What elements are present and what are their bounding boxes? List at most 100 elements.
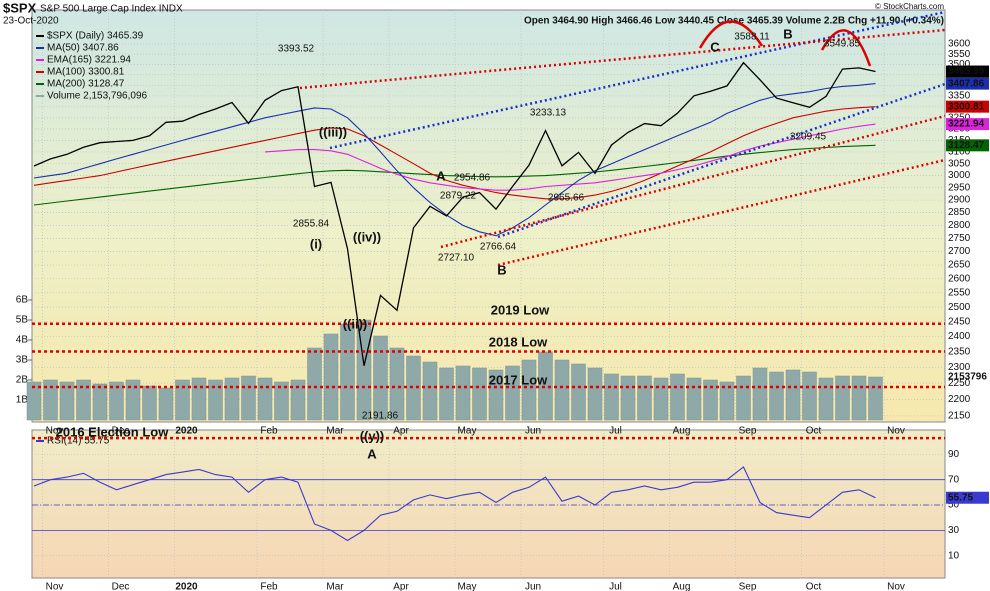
- y-tick-label: 2450: [948, 316, 971, 327]
- last-value-box: [946, 100, 989, 113]
- price-label: 3233.13: [530, 108, 567, 119]
- y-tick-label: 2400: [948, 331, 971, 342]
- volume-bar: [653, 377, 669, 421]
- volume-bar: [620, 375, 636, 421]
- price-label: 3209.45: [790, 132, 827, 143]
- volume-bar: [851, 375, 867, 421]
- subtitle: S&P 500 Large Cap Index INDX: [40, 4, 183, 15]
- x-tick-label: Jun: [525, 582, 541, 591]
- price-label: 2191.86: [362, 411, 399, 422]
- y-tick-label: 2250: [948, 378, 971, 389]
- date: 23-Oct-2020: [3, 16, 59, 27]
- x-tick-label: Mar: [326, 426, 344, 437]
- x-tick-label: Feb: [260, 582, 278, 591]
- volume-bar: [158, 387, 174, 421]
- series-line: [33, 83, 876, 237]
- volume-bar: [340, 323, 355, 421]
- volume-bar: [670, 373, 685, 421]
- volume-bar: [554, 359, 570, 421]
- credit: © StockCharts.com: [875, 2, 944, 11]
- wave-label: ((y)): [360, 428, 385, 443]
- legend-label: Volume 2,153,796,096: [47, 91, 148, 102]
- y-tick-label: 2600: [948, 273, 971, 284]
- wave-label: A: [436, 168, 446, 183]
- last-value-label: 55.75: [948, 492, 973, 503]
- top-arc: [698, 20, 764, 49]
- y-tick-label: 30: [948, 525, 960, 536]
- y-tick-label: 10: [948, 550, 960, 561]
- volume-bar: [521, 359, 537, 421]
- volume-bar: [125, 379, 141, 421]
- wave-label: A: [367, 446, 377, 461]
- volume-bar: [686, 377, 702, 421]
- y-tick-label: 3500: [948, 59, 971, 70]
- y-tick-label: 50: [948, 500, 960, 511]
- last-value-label: 2153796: [948, 372, 987, 383]
- y-tick-label: 2850: [948, 207, 971, 218]
- last-value-label: 3407.86: [948, 78, 985, 89]
- x-tick-label: May: [458, 582, 477, 591]
- y-tick-label: 3000: [948, 170, 971, 181]
- y-tick-label: 3600: [948, 39, 971, 50]
- y-tick-label: 2950: [948, 182, 971, 193]
- last-value-label: 3300.81: [948, 101, 985, 112]
- x-tick-label: 2020: [175, 426, 198, 437]
- x-tick-label: Oct: [806, 582, 822, 591]
- volume-bar: [241, 375, 256, 421]
- wave-label: (i): [310, 236, 322, 251]
- y-tick-label: 3050: [948, 158, 971, 169]
- y-tick-label: 90: [948, 449, 960, 460]
- y-tick-label: 2350: [948, 346, 971, 357]
- volume-bar: [488, 369, 504, 421]
- price-label: 3588.11: [734, 32, 770, 43]
- y2-tick-label: 6B: [16, 295, 29, 306]
- volume-bar: [274, 381, 289, 421]
- x-tick-label: Dec: [112, 426, 130, 437]
- x-tick-label: Aug: [673, 426, 691, 437]
- y2-tick-label: 5B: [16, 315, 29, 326]
- volume-bar: [587, 367, 603, 421]
- legend-label: MA(50) 3407.86: [47, 43, 119, 54]
- volume-bar: [752, 367, 768, 421]
- legend-label: MA(100) 3300.81: [47, 67, 125, 78]
- y-tick-label: 2550: [948, 287, 971, 298]
- series-line: [33, 466, 876, 542]
- volume-bar: [604, 373, 619, 421]
- y-tick-label: 3550: [948, 49, 971, 60]
- volume-bar: [92, 383, 108, 421]
- volume-bar: [785, 369, 801, 421]
- last-value-box: [946, 491, 989, 504]
- y-tick-label: 2300: [948, 362, 971, 373]
- x-tick-label: May: [458, 426, 477, 437]
- x-tick-label: Nov: [46, 582, 64, 591]
- x-tick-label: Aug: [673, 582, 691, 591]
- x-tick-label: Sep: [739, 582, 757, 591]
- volume-bar: [43, 379, 58, 421]
- x-tick-label: Jun: [525, 426, 541, 437]
- level-label: 2018 Low: [489, 334, 548, 349]
- volume-bar: [109, 381, 124, 421]
- y-tick-label: 2150: [948, 411, 971, 422]
- volume-bar: [26, 381, 42, 421]
- x-tick-label: Sep: [739, 426, 757, 437]
- series-line: [33, 106, 876, 200]
- y-tick-label: 2900: [948, 195, 971, 206]
- wave-label: B: [783, 26, 792, 41]
- legend-label: EMA(165) 3221.94: [47, 55, 131, 66]
- volume-bar: [455, 365, 471, 421]
- y-tick-label: 3250: [948, 112, 971, 123]
- last-value-label: 3465.39: [948, 66, 985, 77]
- y2-tick-label: 2B: [16, 375, 29, 386]
- y2-tick-label: 1B: [16, 395, 29, 406]
- legend-label: $SPX (Daily) 3465.39: [47, 31, 144, 42]
- volume-bar: [835, 375, 850, 421]
- y-tick-label: 70: [948, 474, 960, 485]
- x-tick-label: Nov: [887, 582, 905, 591]
- volume-bar: [868, 376, 883, 421]
- price-label: 2766.64: [480, 242, 517, 253]
- price-label: 2965.66: [548, 193, 585, 204]
- price-label: 2879.22: [440, 191, 477, 202]
- volume-bar: [175, 379, 190, 421]
- x-tick-label: Jul: [609, 582, 622, 591]
- volume-bar: [208, 379, 223, 421]
